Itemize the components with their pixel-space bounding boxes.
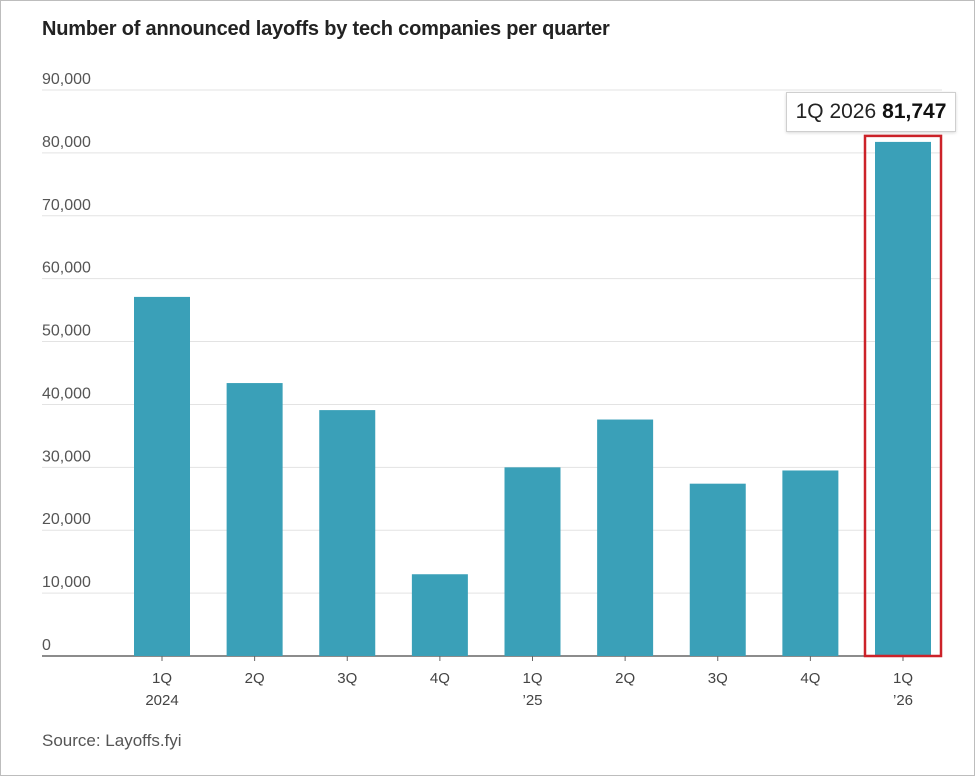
y-tick-label: 20,000 (42, 511, 91, 528)
y-tick-label: 30,000 (42, 448, 91, 465)
y-tick-label: 0 (42, 637, 51, 654)
highlight-callout: 1Q 2026 81,747 (786, 92, 956, 132)
bar (689, 483, 746, 656)
y-tick-label: 40,000 (42, 385, 91, 402)
x-tick-label: 1Q (522, 670, 542, 687)
y-tick-label: 90,000 (42, 71, 91, 88)
y-tick-label: 70,000 (42, 197, 91, 214)
x-tick-label: 2Q (615, 670, 635, 687)
bar (782, 470, 839, 656)
x-tick-label: 4Q (800, 670, 820, 687)
bar (226, 383, 283, 656)
x-tick-label-year: ’25 (522, 692, 542, 709)
y-tick-label: 50,000 (42, 323, 91, 340)
x-tick-label: 1Q (152, 670, 172, 687)
y-tick-label: 80,000 (42, 134, 91, 151)
y-tick-label: 10,000 (42, 574, 91, 591)
y-tick-label: 60,000 (42, 260, 91, 277)
bar (319, 410, 376, 656)
x-tick-label: 2Q (245, 670, 265, 687)
bar (597, 419, 654, 656)
bar (504, 467, 561, 656)
highlight-box (863, 134, 943, 658)
callout-value: 81,747 (882, 100, 947, 123)
bar (875, 141, 931, 656)
chart-title: Number of announced layoffs by tech comp… (42, 18, 610, 40)
callout-label: 1Q 2026 (795, 100, 877, 123)
chart-source: Source: Layoffs.fyi (42, 731, 182, 750)
bar (134, 296, 190, 656)
x-tick-label: 3Q (708, 670, 728, 687)
x-tick-label-year: 2024 (145, 692, 178, 709)
x-tick-label: 3Q (337, 670, 357, 687)
x-tick-label-year: ’26 (893, 692, 913, 709)
x-tick-label: 1Q (893, 670, 913, 687)
bar (411, 574, 468, 656)
x-tick-label: 4Q (430, 670, 450, 687)
